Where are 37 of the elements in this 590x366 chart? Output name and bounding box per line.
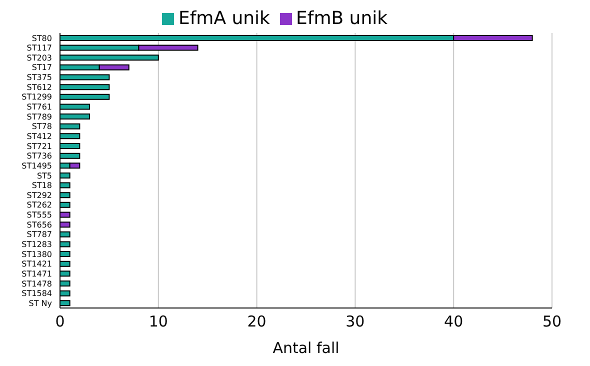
y-tick-label: ST203 (26, 53, 52, 62)
y-tick-label: ST78 (32, 122, 52, 132)
y-tick-label: ST1299 (22, 92, 52, 102)
y-tick-label: ST721 (26, 142, 52, 151)
y-tick-label: ST5 (36, 171, 52, 180)
y-tick-label: ST787 (26, 230, 52, 240)
legend-label: EfmB unik (296, 8, 388, 29)
y-tick-label: ST292 (26, 190, 52, 200)
x-tick-label: 30 (346, 312, 365, 331)
y-tick-label: ST Ny (28, 298, 52, 308)
x-tick-label: 10 (148, 312, 168, 331)
x-axis-title: Antal fall (272, 339, 340, 357)
y-tick-label: ST375 (26, 73, 52, 82)
y-tick-label: ST1380 (22, 250, 52, 259)
x-tick-label: 20 (247, 312, 266, 331)
y-tick-label: ST262 (26, 200, 52, 210)
y-tick-label: ST1471 (22, 269, 52, 278)
x-tick-label: 0 (55, 312, 65, 331)
y-tick-label: ST612 (26, 82, 52, 92)
x-tick-label: 50 (542, 312, 562, 331)
y-tick-label: ST17 (32, 63, 52, 72)
x-tick-label: 40 (444, 312, 464, 331)
y-tick-label: ST412 (26, 132, 52, 141)
y-tick-label: ST1478 (22, 279, 52, 288)
y-tick-label: ST555 (26, 210, 52, 220)
y-tick-label: ST1283 (22, 240, 52, 249)
y-tick-label: ST656 (26, 220, 52, 230)
y-tick-label: ST761 (26, 102, 52, 112)
y-tick-label: ST18 (32, 181, 52, 190)
y-tick-label: ST736 (26, 152, 52, 161)
y-tick-label: ST789 (26, 112, 52, 122)
y-tick-label: ST1421 (22, 260, 52, 269)
y-tick-label: ST117 (26, 44, 52, 53)
y-tick-label: ST1495 (22, 161, 52, 170)
y-tick-label: ST80 (32, 34, 52, 43)
y-tick-label: ST1584 (22, 289, 52, 298)
legend-label: EfmA unik (178, 8, 270, 29)
